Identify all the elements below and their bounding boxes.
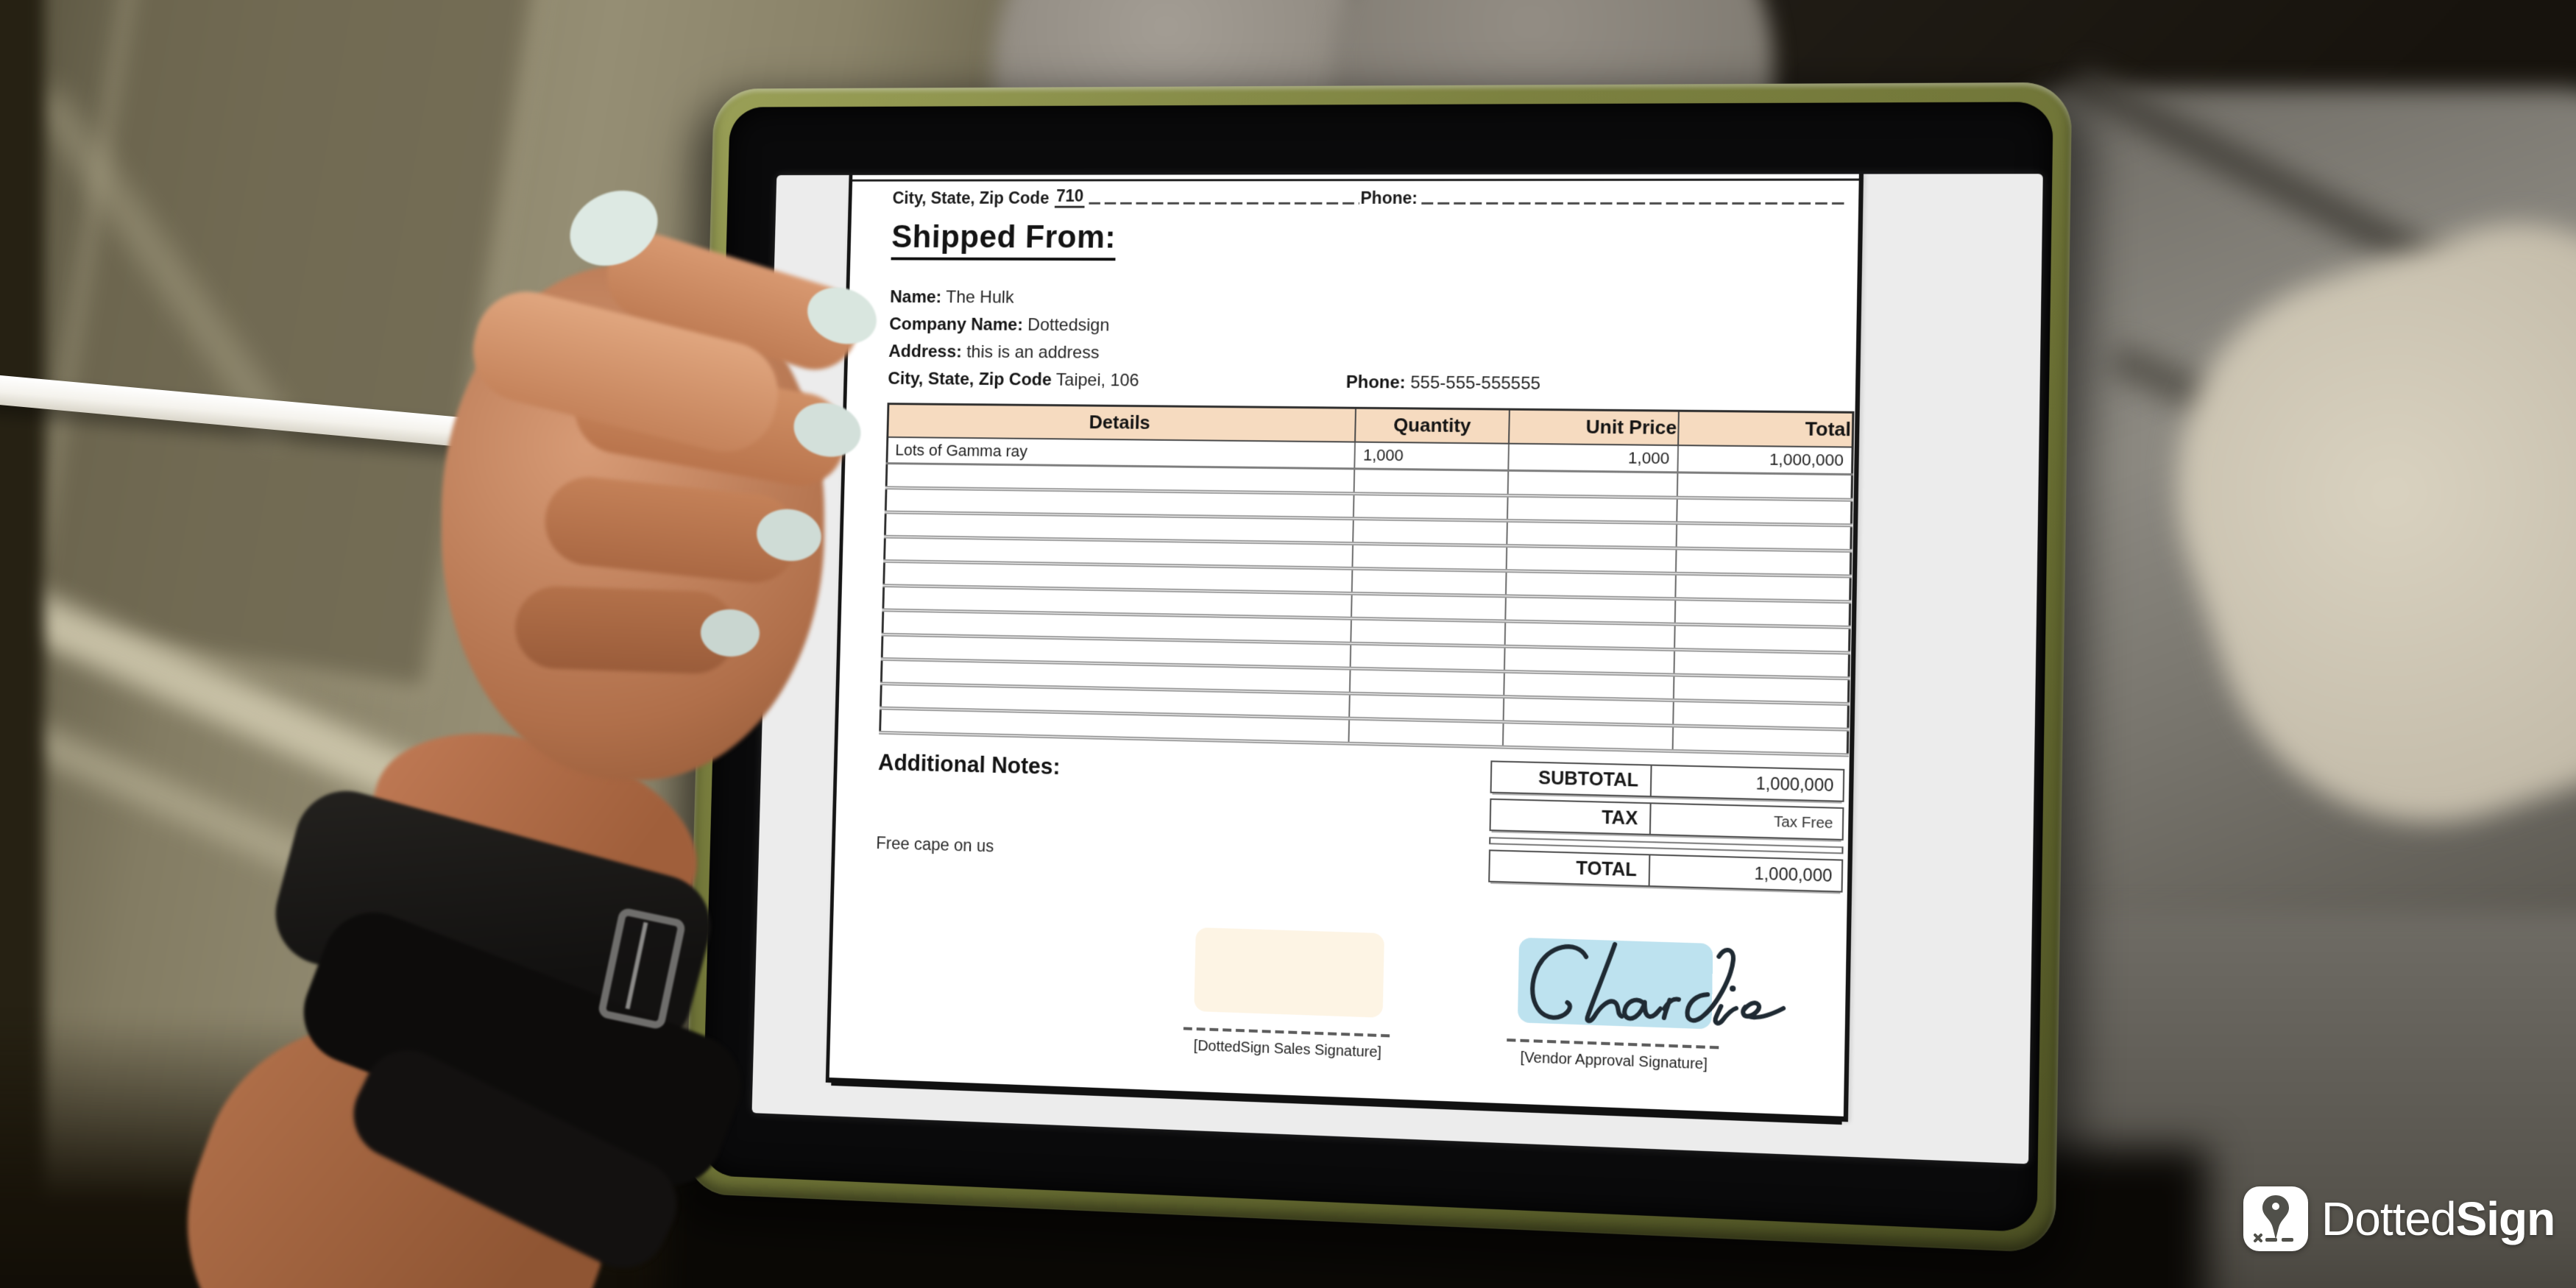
column-header: Unit Price [1508, 409, 1679, 445]
column-header: Quantity [1355, 408, 1510, 444]
name-value: The Hulk [941, 287, 1014, 308]
empty-table-cell [1505, 570, 1676, 599]
shipper-phone-value: 555-555-555555 [1405, 372, 1541, 394]
table-cell: 1,000 [1354, 442, 1509, 471]
empty-table-cell [1354, 468, 1509, 496]
address-value: this is an address [961, 342, 1100, 363]
company-value: Dottedsign [1022, 315, 1110, 336]
empty-table-cell [1507, 470, 1678, 498]
dottedsign-pin-icon [2243, 1186, 2308, 1251]
page-divider-line [852, 178, 1859, 182]
column-header: Total [1677, 411, 1853, 447]
vendor-signature-label: [Vendor Approval Signature] [1520, 1049, 1708, 1073]
empty-table-cell [1504, 621, 1675, 650]
empty-table-cell [1672, 725, 1848, 755]
empty-table-cell [1672, 700, 1849, 730]
empty-table-cell [1677, 472, 1853, 500]
city-value: Taipei, 106 [1051, 369, 1139, 391]
totals-value: 1,000,000 [1754, 863, 1833, 885]
table-body: Lots of Gamma ray 1,000 1,000 1,000,000 [880, 436, 1853, 755]
table-cell: 1,000 [1508, 443, 1678, 473]
empty-table-cell [1504, 671, 1674, 701]
shipper-phone-label: Phone: [1345, 372, 1406, 393]
empty-table-cell [1352, 543, 1507, 571]
tablet-screen: City, State, Zip Code 710 Phone: Shipped… [751, 174, 2043, 1164]
empty-table-cell [1352, 568, 1507, 596]
totals-label: SUBTOTAL [1491, 762, 1652, 796]
empty-table-cell [1350, 668, 1504, 697]
vendor-signature-charlie [1512, 918, 1786, 1054]
brand-suffix: Sign [2455, 1192, 2556, 1245]
zip-value: 710 [1054, 186, 1086, 208]
empty-table-cell [1506, 545, 1677, 574]
empty-table-cell [1675, 548, 1851, 577]
empty-table-cell [1674, 649, 1850, 679]
zip-label: City, State, Zip Code [892, 188, 1050, 208]
sales-signature-field[interactable] [1194, 927, 1384, 1018]
totals-block: SUBTOTAL 1,000,000 TAX Tax Free TOTAL 1,000,0… [1488, 755, 1845, 893]
vendor-signature-field[interactable] [1517, 937, 1713, 1030]
empty-table-cell [1351, 593, 1506, 622]
empty-table-cell [1348, 718, 1504, 748]
brand-prefix: Dotted [2321, 1192, 2457, 1245]
empty-table-cell [1674, 573, 1851, 602]
empty-table-cell [1507, 520, 1677, 548]
totals-label: TAX [1490, 799, 1652, 834]
name-label: Name: [889, 287, 942, 307]
notes-title: Additional Notes: [877, 749, 1061, 779]
empty-table-cell [1505, 595, 1675, 625]
dottedsign-logo: DottedSign [2243, 1186, 2555, 1251]
company-label: Company Name: [888, 314, 1024, 335]
empty-table-cell [1676, 523, 1852, 551]
empty-table-cell [1349, 693, 1504, 722]
totals-row-total: TOTAL 1,000,000 [1488, 849, 1844, 893]
empty-table-cell [1676, 498, 1852, 526]
totals-value: 1,000,000 [1755, 773, 1834, 795]
totals-row-subtotal: SUBTOTAL 1,000,000 [1490, 760, 1845, 802]
phone-label: Phone: [1360, 188, 1418, 208]
shipper-info: Name: The Hulk Company Name: Dottedsign … [888, 284, 1809, 400]
totals-value: Tax Free [1773, 813, 1833, 832]
dottedsign-wordmark: DottedSign [2321, 1192, 2555, 1246]
section-title: Shipped From: [891, 219, 1117, 261]
tablet: City, State, Zip Code 710 Phone: Shipped… [665, 82, 2092, 1288]
empty-table-cell [1351, 618, 1506, 647]
address-label: Address: [888, 342, 963, 362]
signature-line [1183, 1027, 1393, 1038]
empty-table-cell [1502, 721, 1673, 751]
empty-table-cell [1353, 518, 1507, 546]
blank-line [1089, 202, 1359, 205]
invoice-page: City, State, Zip Code 710 Phone: Shipped… [825, 174, 1864, 1122]
line-items-table: Details Quantity Unit Price Total Lots of G… [879, 403, 1855, 757]
totals-row-tax: TAX Tax Free [1489, 798, 1844, 841]
empty-table-cell [1503, 696, 1674, 726]
empty-table-cell [1507, 495, 1677, 523]
bill-to-last-row: City, State, Zip Code 710 Phone: [892, 186, 1848, 208]
totals-label: TOTAL [1490, 851, 1651, 886]
blank-line [1421, 202, 1847, 205]
empty-table-cell [1350, 643, 1505, 672]
table-cell: 1,000,000 [1677, 445, 1853, 475]
sales-signature-label: [DottedSign Sales Signature] [1193, 1037, 1382, 1061]
empty-table-cell [1674, 624, 1850, 654]
column-header: Details [887, 403, 1356, 442]
notes-body: Free cape on us [876, 833, 994, 856]
city-label: City, State, Zip Code [888, 369, 1052, 390]
empty-table-cell [1673, 674, 1849, 704]
empty-table-cell [1674, 598, 1850, 628]
empty-table-cell [1504, 646, 1674, 675]
empty-table-cell [1354, 493, 1508, 521]
